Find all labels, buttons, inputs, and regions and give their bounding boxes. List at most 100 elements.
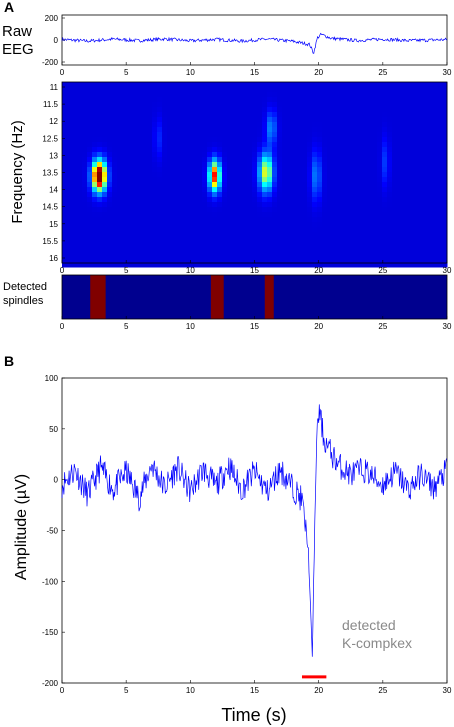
spectrogram-cell [277,117,283,123]
spectrogram-cell [182,97,188,103]
spectrogram-cell [137,107,143,113]
spectrogram-cell [112,137,118,143]
spectrogram-cell [382,222,388,228]
spectrogram-cell [312,252,318,258]
spectrogram-cell [92,142,98,148]
spectrogram-cell [422,247,428,253]
spectrogram-cell [272,227,278,233]
spectrogram-cell [122,192,128,198]
spectrogram-cell [407,232,413,238]
spectrogram-cell [87,157,93,163]
spectrogram-cell [257,167,263,173]
spectrogram-cell [277,147,283,153]
spectrogram-cell [347,207,353,213]
spectrogram-cell [242,112,248,118]
spectrogram-cell [302,212,308,218]
spectrogram-cell [437,232,443,238]
spectrogram-cell [262,217,268,223]
spectrogram-cell [227,242,233,248]
spectrogram-cell [227,112,233,118]
spectrogram-cell [172,92,178,98]
spectrogram-cell [127,222,133,228]
spectrogram-cell [372,162,378,168]
spectrogram-cell [277,207,283,213]
spectrogram-cell [242,162,248,168]
spectrogram-cell [402,162,408,168]
spectrogram-cell [412,187,418,193]
spectrogram-cell [187,127,193,133]
spectrogram-cell [422,257,428,263]
spectrogram-cell [432,92,438,98]
spectrogram-cell [362,172,368,178]
spectrogram-cell [247,172,253,178]
spectrogram-cell [277,247,283,253]
spectrogram-cell [442,82,448,88]
spectrogram-cell [182,242,188,248]
spectrogram-cell [132,202,138,208]
spectrogram-cell [102,197,108,203]
spectrogram-cell [412,157,418,163]
spectrogram-cell [197,237,203,243]
spectrogram-cell [182,192,188,198]
spectrogram-cell [402,92,408,98]
spectrogram-cell [107,127,113,133]
spectrogram-cell [212,252,218,258]
spectrogram-cell [402,122,408,128]
spectrogram-cell [402,172,408,178]
spectrogram-cell [212,207,218,213]
spectrogram-cell [362,212,368,218]
spectrogram-cell [262,162,268,168]
spectrogram-cell [262,232,268,238]
spectrogram-cell [157,167,163,173]
spectrogram-cell [172,157,178,163]
spectrogram-cell [117,132,123,138]
spectrogram-cell [377,122,383,128]
spectrogram-cell [357,227,363,233]
spectrogram-cell [387,197,393,203]
spectrogram-cell [432,162,438,168]
spectrogram-cell [207,217,213,223]
spectrogram-x-ticks: 0 5 10 15 20 25 30 [60,260,452,275]
spectrogram-cell [362,152,368,158]
spectrogram-cell [117,167,123,173]
spectrogram-cell [157,172,163,178]
spectrogram-cell [427,222,433,228]
spectrogram-cell [152,102,158,108]
spectrogram-cell [162,187,168,193]
spectrogram-cell [407,172,413,178]
spectrogram-cell [227,117,233,123]
spectrogram-cell [102,122,108,128]
spectrogram-cell [347,157,353,163]
spectrogram-cell [312,167,318,173]
spectrogram-cell [252,97,258,103]
spectrogram-cell [287,107,293,113]
spectrogram-cell [272,122,278,128]
spectrogram-cell [282,182,288,188]
spectrogram-cell [157,192,163,198]
spectrogram-cell [417,262,423,268]
spectrogram-cell [232,212,238,218]
spectrogram-cell [177,222,183,228]
spectrogram-cell [347,87,353,93]
annotation-line2: K-compkex [342,635,412,651]
spectrogram-cell [377,172,383,178]
spectrogram-cell [202,142,208,148]
spectrogram-cell [82,137,88,143]
spectrogram-cell [122,107,128,113]
spectrogram-cell [147,142,153,148]
spectrogram-cell [172,242,178,248]
spectrogram-cell [272,177,278,183]
spectrogram-cell [132,107,138,113]
spectrogram-cell [222,177,228,183]
spectrogram-cell [62,197,68,203]
spectrogram-cell [122,82,128,88]
spectrogram-cell [307,247,313,253]
spectrogram-cell [397,247,403,253]
spectrogram-cell [397,97,403,103]
spectrogram-cell [432,187,438,193]
spectrogram-cell [202,212,208,218]
spectrogram-cell [337,152,343,158]
spectrogram-cell [392,182,398,188]
spectrogram-cell [77,107,83,113]
